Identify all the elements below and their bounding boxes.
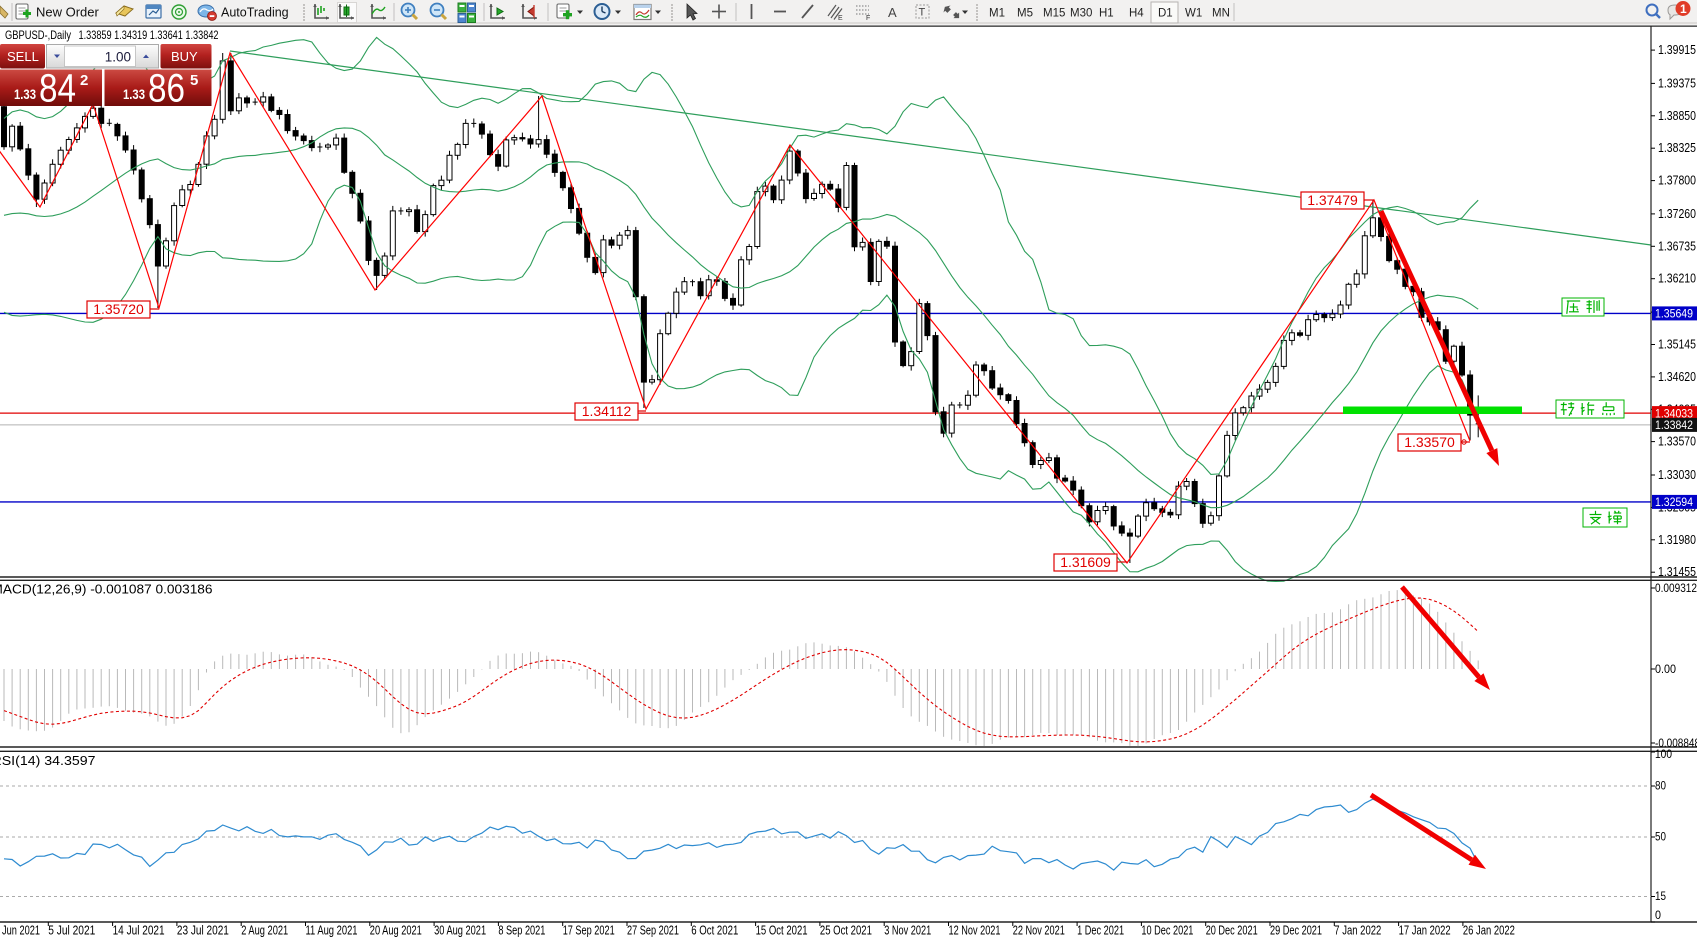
svg-text:E: E <box>838 15 843 22</box>
svg-text:23 Jul 2021: 23 Jul 2021 <box>177 924 229 938</box>
svg-text:15 Oct 2021: 15 Oct 2021 <box>756 924 808 938</box>
svg-text:1.35649: 1.35649 <box>1655 307 1693 321</box>
svg-text:1.37800: 1.37800 <box>1658 174 1696 188</box>
svg-text:0.009312: 0.009312 <box>1655 581 1697 595</box>
svg-text:M15: M15 <box>1043 8 1065 20</box>
svg-text:T: T <box>919 7 926 19</box>
svg-text:F: F <box>866 15 870 22</box>
svg-text:25 Oct 2021: 25 Oct 2021 <box>820 924 872 938</box>
svg-text:1 Dec 2021: 1 Dec 2021 <box>1077 924 1124 938</box>
svg-text:1.00: 1.00 <box>105 50 131 65</box>
svg-text:11 Aug 2021: 11 Aug 2021 <box>306 924 358 938</box>
svg-text:6 Oct 2021: 6 Oct 2021 <box>691 924 738 938</box>
svg-text:GBPUSD-,Daily: GBPUSD-,Daily <box>5 28 71 42</box>
svg-text:8 Sep 2021: 8 Sep 2021 <box>498 924 545 938</box>
svg-text:1.39915: 1.39915 <box>1658 43 1696 57</box>
svg-text:1.33859 1.34319 1.33641 1.3384: 1.33859 1.34319 1.33641 1.33842 <box>79 28 219 42</box>
svg-text:M1: M1 <box>989 8 1005 20</box>
svg-text:SELL: SELL <box>7 49 39 64</box>
svg-text:17 Jan 2022: 17 Jan 2022 <box>1399 924 1451 938</box>
svg-text:27 Sep 2021: 27 Sep 2021 <box>627 924 679 938</box>
svg-text:1.33: 1.33 <box>14 87 36 102</box>
svg-text:80: 80 <box>1655 779 1666 793</box>
svg-text:1.33842: 1.33842 <box>1655 418 1693 432</box>
svg-text:1.33030: 1.33030 <box>1658 468 1696 482</box>
svg-text:H4: H4 <box>1129 8 1144 20</box>
svg-text:29 Dec 2021: 29 Dec 2021 <box>1270 924 1322 938</box>
svg-text:Jun 2021: Jun 2021 <box>2 924 40 938</box>
svg-text:-0.008848: -0.008848 <box>1655 736 1697 750</box>
svg-text:0.00: 0.00 <box>1655 662 1676 676</box>
svg-text:RSI(14) 34.3597: RSI(14) 34.3597 <box>0 754 96 768</box>
svg-text:12 Nov 2021: 12 Nov 2021 <box>949 924 1001 938</box>
svg-text:5 Jul 2021: 5 Jul 2021 <box>48 924 95 938</box>
svg-text:26 Jan 2022: 26 Jan 2022 <box>1463 924 1515 938</box>
svg-text:1.31455: 1.31455 <box>1658 565 1696 579</box>
svg-text:BUY: BUY <box>171 49 198 64</box>
svg-text:H1: H1 <box>1099 8 1114 20</box>
svg-text:14 Jul 2021: 14 Jul 2021 <box>113 924 165 938</box>
svg-text:M30: M30 <box>1070 8 1092 20</box>
svg-text:1.35720: 1.35720 <box>93 301 144 317</box>
svg-text:100: 100 <box>1655 747 1672 761</box>
svg-text:5: 5 <box>190 72 198 89</box>
svg-text:2: 2 <box>80 72 88 89</box>
svg-text:1.31980: 1.31980 <box>1658 533 1696 547</box>
svg-text:AutoTrading: AutoTrading <box>221 6 289 20</box>
svg-text:1.31609: 1.31609 <box>1060 554 1111 570</box>
svg-text:15: 15 <box>1655 889 1666 903</box>
svg-text:20 Dec 2021: 20 Dec 2021 <box>1206 924 1258 938</box>
svg-text:1.37260: 1.37260 <box>1658 207 1696 221</box>
svg-text:1.38325: 1.38325 <box>1658 141 1696 155</box>
svg-text:1.33: 1.33 <box>123 87 145 102</box>
svg-text:1: 1 <box>1680 2 1687 16</box>
svg-text:1.35145: 1.35145 <box>1658 338 1696 352</box>
svg-text:A: A <box>888 5 897 20</box>
svg-text:New Order: New Order <box>36 5 100 20</box>
svg-text:M5: M5 <box>1017 8 1033 20</box>
svg-text:2 Aug 2021: 2 Aug 2021 <box>241 924 288 938</box>
svg-text:0: 0 <box>1655 908 1661 922</box>
svg-text:MN: MN <box>1212 8 1230 20</box>
svg-text:1.36210: 1.36210 <box>1658 272 1696 286</box>
svg-text:86: 86 <box>148 67 185 111</box>
svg-text:1.38850: 1.38850 <box>1658 109 1696 123</box>
svg-text:1.34112: 1.34112 <box>582 403 632 419</box>
svg-text:7 Jan 2022: 7 Jan 2022 <box>1334 924 1381 938</box>
svg-text:D1: D1 <box>1158 8 1173 20</box>
svg-text:3 Nov 2021: 3 Nov 2021 <box>884 924 931 938</box>
svg-text:10 Dec 2021: 10 Dec 2021 <box>1141 924 1193 938</box>
svg-text:22 Nov 2021: 22 Nov 2021 <box>1013 924 1065 938</box>
svg-text:1.37479: 1.37479 <box>1307 192 1358 208</box>
svg-text:1.33570: 1.33570 <box>1658 435 1696 449</box>
svg-text:1.34033: 1.34033 <box>1655 406 1693 420</box>
svg-text:84: 84 <box>39 67 76 111</box>
svg-text:20 Aug 2021: 20 Aug 2021 <box>370 924 422 938</box>
svg-text:1.33570: 1.33570 <box>1404 434 1455 450</box>
svg-text:1.36735: 1.36735 <box>1658 239 1696 253</box>
svg-text:30 Aug 2021: 30 Aug 2021 <box>434 924 486 938</box>
svg-text:1.39375: 1.39375 <box>1658 76 1696 90</box>
svg-text:W1: W1 <box>1185 8 1202 20</box>
svg-text:MACD(12,26,9) -0.001087 0.0031: MACD(12,26,9) -0.001087 0.003186 <box>0 583 213 597</box>
svg-text:1.32594: 1.32594 <box>1655 495 1693 509</box>
svg-text:1.34620: 1.34620 <box>1658 370 1696 384</box>
svg-text:17 Sep 2021: 17 Sep 2021 <box>563 924 615 938</box>
svg-text:50: 50 <box>1655 830 1666 844</box>
